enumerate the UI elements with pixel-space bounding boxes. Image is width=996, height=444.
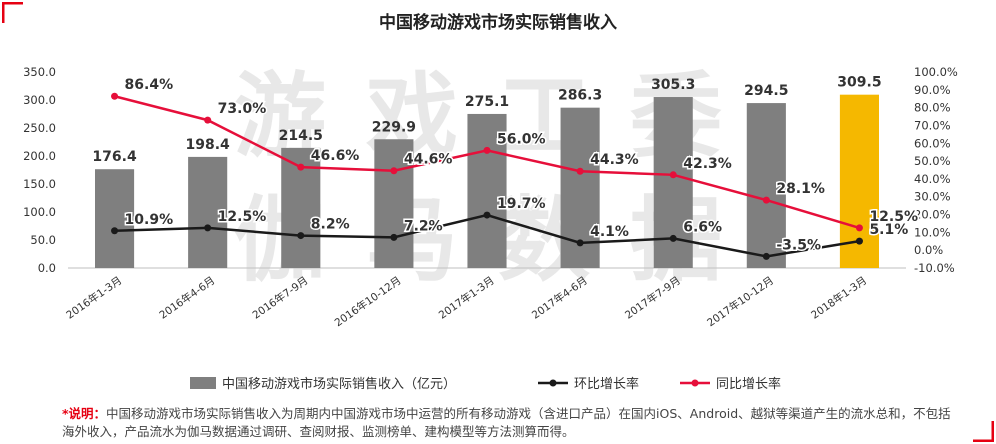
y-right-tick-label: 80.0% <box>914 101 951 115</box>
yoy-growth-point <box>576 167 584 175</box>
chart-title: 中国移动游戏市场实际销售收入 <box>379 13 617 33</box>
yoy-growth-label: 44.3% <box>590 152 639 168</box>
ring-growth-label: 5.1% <box>869 222 908 238</box>
yoy-growth-point <box>297 163 305 171</box>
y-right-tick-label: 100.0% <box>914 65 958 79</box>
y-left-tick-label: 300.0 <box>23 93 56 107</box>
bar-value-label: 305.3 <box>651 77 695 93</box>
y-right-tick-label: 50.0% <box>914 154 951 168</box>
y-right-tick-label: -10.0% <box>914 261 955 275</box>
bar <box>653 97 693 268</box>
y-left-tick-label: 50.0 <box>30 233 56 247</box>
bar-value-label: 275.1 <box>465 94 509 110</box>
yoy-growth-label: 46.6% <box>311 148 360 164</box>
data-labels: 176.4 198.4 214.5 229.9 275.1 286.3 305.3 294.5… <box>92 75 919 255</box>
y-right-tick-label: 30.0% <box>914 190 951 204</box>
y-right-tick-label: 70.0% <box>914 118 951 132</box>
footnote-lead: *说明： <box>62 406 107 421</box>
yoy-growth-point <box>762 196 770 204</box>
bar-series <box>95 94 879 269</box>
x-tick-label: 2016年1-3月 <box>64 274 125 322</box>
y-right-tick-label: 0.0% <box>914 243 943 257</box>
bar <box>188 156 228 268</box>
y-left-tick-label: 250.0 <box>23 121 56 135</box>
yoy-growth-label: 28.1% <box>776 181 825 197</box>
x-tick-label: 2018年1-3月 <box>809 274 870 322</box>
ring-growth-point <box>762 252 770 260</box>
y-left-tick-label: 0.0 <box>38 261 56 275</box>
yoy-growth-point <box>390 167 398 175</box>
ring-growth-label: 12.5% <box>218 209 267 225</box>
yoy-growth-point <box>855 224 863 232</box>
bar-value-label: 229.9 <box>372 119 416 135</box>
bar-value-label: 214.5 <box>279 128 323 144</box>
ring-growth-point <box>204 224 212 232</box>
ring-growth-point <box>390 233 398 241</box>
bar-value-label: 309.5 <box>837 75 881 91</box>
ring-growth-point <box>111 227 119 235</box>
ring-growth-label: 7.2% <box>404 218 443 234</box>
footnote: *说明：中国移动游戏市场实际销售收入为周期内中国游戏市场中运营的所有移动游戏（含… <box>62 405 962 441</box>
yoy-growth-label: 12.5% <box>869 209 918 225</box>
y-right-tick-label: 20.0% <box>914 208 951 222</box>
bar <box>746 103 786 268</box>
ring-growth-point <box>576 239 584 247</box>
ring-growth-label: 19.7% <box>497 196 546 212</box>
y-left-tick-label: 200.0 <box>23 149 56 163</box>
ring-growth-point <box>483 211 491 219</box>
yoy-growth-point <box>204 116 212 124</box>
corner-mark-bottom-right <box>973 421 994 442</box>
legend-yoy-label: 同比增长率 <box>716 376 781 392</box>
ring-growth-point <box>855 237 863 245</box>
ring-growth-label: 10.9% <box>125 212 174 228</box>
bar-value-label: 294.5 <box>744 83 788 99</box>
yoy-growth-label: 56.0% <box>497 131 546 147</box>
line-series <box>111 92 863 260</box>
y-left-tick-label: 100.0 <box>23 205 56 219</box>
y-left-tick-label: 150.0 <box>23 177 56 191</box>
ring-growth-label: 6.6% <box>683 219 722 235</box>
footnote-text: 中国移动游戏市场实际销售收入为周期内中国游戏市场中运营的所有移动游戏（含进口产品… <box>62 406 951 439</box>
yoy-growth-point <box>111 92 119 100</box>
y-right-tick-label: 40.0% <box>914 172 951 186</box>
yoy-growth-label: 44.6% <box>404 152 453 168</box>
legend-ring-marker <box>549 379 557 387</box>
ring-growth-label: 8.2% <box>311 217 350 233</box>
bar <box>374 139 414 268</box>
ring-growth-point <box>669 234 677 242</box>
bar <box>95 169 135 268</box>
bar-value-label: 198.4 <box>186 137 231 153</box>
yoy-growth-point <box>483 146 491 154</box>
legend: 中国移动游戏市场实际销售收入（亿元） 环比增长率 同比增长率 <box>190 376 781 392</box>
y-right-tick-label: 10.0% <box>914 225 951 239</box>
legend-ring-label: 环比增长率 <box>574 376 639 392</box>
ring-growth-label: 4.1% <box>590 224 629 240</box>
y-right-tick-label: 60.0% <box>914 136 951 150</box>
yoy-growth-label: 42.3% <box>683 156 732 172</box>
bar <box>467 113 507 268</box>
yoy-growth-label: 73.0% <box>218 101 267 117</box>
bar-value-label: 286.3 <box>558 88 602 104</box>
yoy-growth-label: 86.4% <box>125 77 174 93</box>
x-tick-label: 2016年4-6月 <box>157 274 218 322</box>
legend-yoy-marker <box>691 379 699 387</box>
legend-bar-label: 中国移动游戏市场实际销售收入（亿元） <box>222 376 456 392</box>
y-left-tick-label: 350.0 <box>23 65 56 79</box>
ring-growth-point <box>297 232 305 240</box>
yoy-growth-point <box>669 171 677 179</box>
y-right-tick-label: 90.0% <box>914 83 951 97</box>
legend-bar-swatch <box>190 377 216 389</box>
corner-mark-top-left <box>2 2 23 23</box>
bar-value-label: 176.4 <box>92 149 137 165</box>
ring-growth-label: -3.5% <box>776 237 821 253</box>
